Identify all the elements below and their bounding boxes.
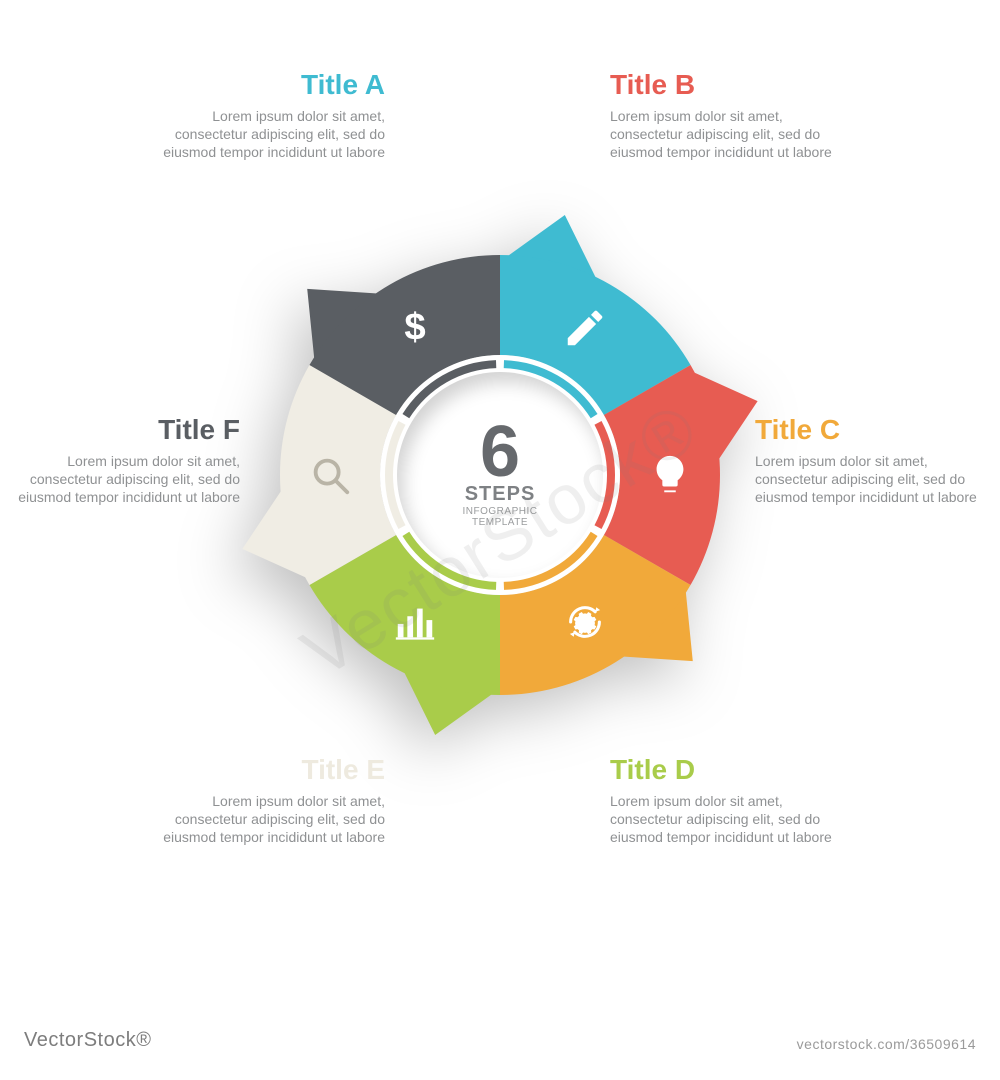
title-f: Title F [10, 415, 240, 446]
footer-id: vectorstock.com/36509614 [797, 1036, 976, 1052]
text-block-d: Title D Lorem ipsum dolor sit amet, cons… [610, 755, 840, 846]
title-d: Title D [610, 755, 840, 786]
pencil-icon [562, 305, 608, 351]
body-e: Lorem ipsum dolor sit amet, consectetur … [155, 792, 385, 847]
body-b: Lorem ipsum dolor sit amet, consectetur … [610, 107, 840, 162]
body-d: Lorem ipsum dolor sit amet, consectetur … [610, 792, 840, 847]
text-block-f: Title F Lorem ipsum dolor sit amet, cons… [10, 415, 240, 506]
center-steps: STEPS [465, 483, 536, 506]
footer-brand: VectorStock® [24, 1029, 151, 1052]
text-block-b: Title B Lorem ipsum dolor sit amet, cons… [610, 70, 840, 161]
text-block-c: Title C Lorem ipsum dolor sit amet, cons… [755, 415, 985, 506]
magnifier-icon [307, 452, 353, 498]
gear-cycle-icon [562, 599, 608, 645]
body-f: Lorem ipsum dolor sit amet, consectetur … [10, 452, 240, 507]
bar-chart-icon [392, 599, 438, 645]
infographic-stage: 6 STEPS INFOGRAPHIC TEMPLATE $ Title A Lo… [0, 0, 1000, 1080]
body-c: Lorem ipsum dolor sit amet, consectetur … [755, 452, 985, 507]
text-block-a: Title A Lorem ipsum dolor sit amet, cons… [155, 70, 385, 161]
svg-text:$: $ [404, 305, 425, 348]
text-block-e: Title E Lorem ipsum dolor sit amet, cons… [155, 755, 385, 846]
title-a: Title A [155, 70, 385, 101]
center-disc: 6 STEPS INFOGRAPHIC TEMPLATE [397, 372, 603, 578]
center-number: 6 [480, 422, 520, 483]
dollar-icon: $ [392, 305, 438, 351]
title-b: Title B [610, 70, 840, 101]
title-e: Title E [155, 755, 385, 786]
center-sub1: INFOGRAPHIC [463, 506, 538, 517]
body-a: Lorem ipsum dolor sit amet, consectetur … [155, 107, 385, 162]
center-sub2: TEMPLATE [472, 517, 528, 528]
lightbulb-icon [647, 452, 693, 498]
title-c: Title C [755, 415, 985, 446]
circular-chart: 6 STEPS INFOGRAPHIC TEMPLATE $ [222, 197, 778, 753]
